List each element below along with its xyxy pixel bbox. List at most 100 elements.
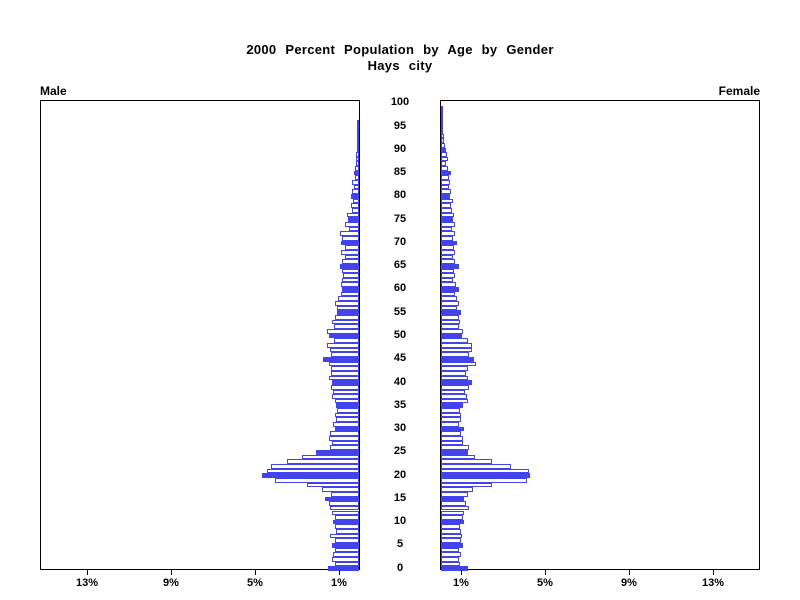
age-axis-label-100: 100 (390, 96, 410, 109)
chart-title: 2000 Percent Population by Age by Gender (246, 42, 554, 57)
percent-axis-tick (629, 570, 630, 575)
pyramid-bar-male-age-34 (337, 408, 359, 413)
pyramid-bar-male-age-95 (357, 124, 359, 129)
pyramid-bar-female-age-72 (441, 231, 456, 236)
pyramid-bar-female-age-19 (441, 477, 527, 483)
pyramid-bar-female-age-12 (441, 510, 465, 516)
pyramid-bar-female-age-76 (441, 212, 455, 218)
pyramid-bar-female-age-23 (441, 459, 493, 464)
pyramid-bar-male-age-53 (332, 319, 359, 325)
pyramid-bar-female-age-30 (441, 426, 465, 432)
pyramid-bar-male-age-6 (334, 538, 359, 544)
age-axis-label-35: 35 (393, 398, 407, 411)
pyramid-bar-female-age-65 (441, 263, 459, 269)
pyramid-bar-male-age-21 (266, 468, 359, 474)
pyramid-bar-male-age-94 (357, 128, 359, 134)
pyramid-bar-female-age-60 (441, 287, 459, 292)
pyramid-bar-female-age-54 (441, 315, 459, 320)
pyramid-bar-male-age-81 (351, 189, 359, 195)
pyramid-bar-female-age-98 (441, 110, 443, 115)
pyramid-bar-female-age-88 (441, 156, 448, 162)
pyramid-bar-male-age-52 (334, 324, 359, 329)
pyramid-bar-male-age-90 (356, 147, 359, 153)
pyramid-bar-male-age-9 (334, 524, 359, 530)
pyramid-bar-male-age-26 (330, 445, 359, 450)
percent-axis-tick (713, 570, 714, 575)
pyramid-bar-female-age-71 (441, 235, 454, 241)
pyramid-bar-female-age-18 (441, 482, 493, 488)
age-axis-label-40: 40 (393, 375, 407, 388)
pyramid-bar-female-age-9 (441, 524, 460, 530)
age-axis-label-25: 25 (393, 445, 407, 458)
pyramid-bar-male-age-32 (335, 417, 359, 423)
pyramid-bar-male-age-2 (332, 557, 359, 562)
female-pyramid-panel (440, 100, 760, 571)
pyramid-bar-female-age-8 (441, 529, 461, 534)
male-panel-label: Male (40, 84, 67, 98)
pyramid-bar-female-age-62 (441, 277, 454, 283)
pyramid-bar-female-age-21 (441, 468, 529, 474)
percent-axis-tick (255, 570, 256, 575)
pyramid-bar-female-age-81 (441, 189, 452, 195)
percent-axis-tick-label: 5% (247, 577, 263, 589)
pyramid-bar-female-age-32 (441, 417, 461, 423)
pyramid-bar-female-age-80 (441, 194, 451, 199)
pyramid-bar-female-age-82 (441, 184, 450, 190)
pyramid-bar-female-age-49 (441, 338, 468, 343)
pyramid-bar-male-age-65 (339, 263, 359, 269)
percent-axis-tick (461, 570, 462, 575)
pyramid-bar-male-age-85 (354, 170, 359, 176)
pyramid-bar-male-age-58 (338, 296, 359, 302)
pyramid-bar-female-age-86 (441, 166, 449, 171)
pyramid-bar-male-age-14 (328, 501, 359, 506)
pyramid-bar-male-age-31 (333, 422, 359, 427)
pyramid-bar-male-age-15 (325, 496, 359, 502)
pyramid-bar-male-age-39 (330, 384, 359, 390)
pyramid-bar-female-age-15 (441, 496, 465, 502)
pyramid-bar-female-age-55 (441, 310, 461, 316)
pyramid-bar-male-age-68 (340, 249, 359, 255)
percent-axis-tick-label: 5% (537, 577, 553, 589)
pyramid-bar-male-age-13 (330, 505, 359, 511)
pyramid-bar-female-age-40 (441, 380, 473, 385)
percent-axis-tick-label: 9% (163, 577, 179, 589)
age-axis-label-85: 85 (393, 166, 407, 179)
pyramid-bar-female-age-35 (441, 403, 463, 409)
pyramid-bar-male-age-77 (352, 208, 359, 213)
percent-axis-tick (339, 570, 340, 575)
pyramid-bar-female-age-20 (441, 473, 531, 478)
pyramid-bar-female-age-4 (441, 547, 460, 553)
pyramid-bar-male-age-44 (328, 361, 359, 367)
pyramid-bar-male-age-3 (333, 552, 359, 558)
pyramid-bar-male-age-23 (286, 459, 359, 464)
pyramid-bar-female-age-31 (441, 422, 460, 427)
pyramid-bar-female-age-27 (441, 440, 463, 446)
percent-axis-tick-label: 13% (75, 577, 99, 589)
pyramid-bar-male-age-5 (332, 543, 359, 548)
pyramid-bar-male-age-28 (328, 436, 359, 441)
pyramid-bar-male-age-37 (332, 394, 359, 399)
pyramid-bar-female-age-64 (441, 268, 455, 274)
pyramid-bar-female-age-24 (441, 454, 476, 460)
pyramid-bar-male-age-36 (334, 398, 359, 404)
pyramid-bar-male-age-86 (355, 166, 359, 171)
pyramid-bar-female-age-37 (441, 394, 467, 399)
pyramid-bar-female-age-79 (441, 198, 453, 204)
pyramid-bar-male-age-73 (348, 226, 359, 232)
pyramid-bar-male-age-12 (332, 510, 359, 516)
pyramid-bar-male-age-63 (343, 273, 359, 278)
pyramid-bar-male-age-64 (342, 268, 359, 274)
pyramid-bar-female-age-53 (441, 319, 460, 325)
pyramid-bar-female-age-87 (441, 161, 447, 167)
pyramid-bar-male-age-35 (335, 403, 359, 409)
pyramid-bar-female-age-38 (441, 389, 465, 395)
pyramid-bar-female-age-56 (441, 305, 457, 311)
pyramid-bar-female-age-5 (441, 543, 464, 548)
pyramid-bar-female-age-66 (441, 259, 456, 264)
pyramid-bar-female-age-75 (441, 217, 454, 222)
pyramid-bar-male-age-82 (353, 184, 359, 190)
pyramid-bar-female-age-0 (441, 566, 468, 571)
pyramid-bar-male-age-43 (330, 366, 359, 371)
pyramid-bar-female-age-46 (441, 352, 470, 357)
